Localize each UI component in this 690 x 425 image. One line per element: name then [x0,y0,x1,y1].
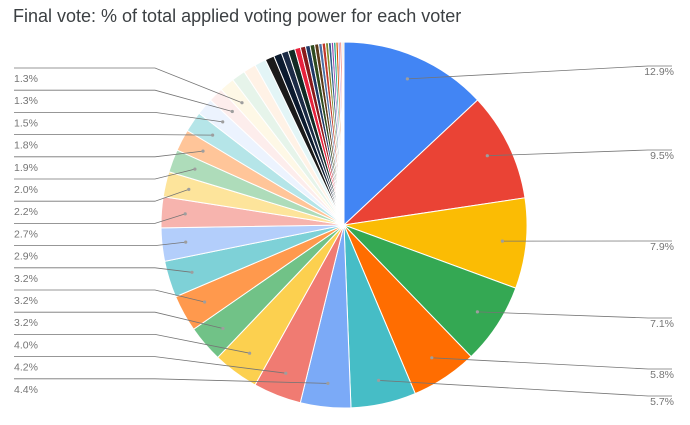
leader-dot-15 [193,167,197,171]
slice-label-6: 4.4% [14,384,38,396]
slice-labels: 12.9% 9.5% 7.9% 7.1% 5.8% 5.7% 1.3% 1.3% 1.5% 1.8… [14,65,674,408]
slice-label-2: 7.9% [650,241,674,253]
leader-line-6 [14,378,328,384]
leader-line-3 [477,311,672,319]
leader-dot-7 [284,371,288,375]
leader-dot-12 [184,240,188,244]
leader-line-5 [378,380,672,397]
slice-label-16: 1.9% [14,162,38,174]
chart-title: Final vote: % of total applied voting po… [13,6,462,26]
slice-label-0: 12.9% [644,66,674,78]
leader-dot-1 [485,154,489,158]
leader-dot-20 [240,101,244,105]
slice-label-11: 3.2% [14,273,38,285]
leader-dot-8 [248,351,252,355]
leader-line-9 [14,311,224,329]
pie-slice-2 [343,197,528,289]
leader-dot-17 [211,133,215,137]
slice-label-5: 5.7% [650,396,674,408]
leader-dot-14 [187,187,191,191]
leader-line-0 [407,65,672,80]
slice-label-18: 1.5% [14,117,38,129]
leader-line-19 [14,89,233,112]
leader-line-4 [431,357,672,370]
leader-dot-2 [500,239,504,243]
leader-line-15 [14,168,195,180]
slice-label-3: 7.1% [650,318,674,330]
leader-line-10 [14,289,205,303]
slice-label-14: 2.2% [14,206,38,218]
leader-dot-16 [201,149,205,153]
slice-label-7: 4.2% [14,362,38,374]
leader-dot-0 [405,77,409,81]
pie-slice-0 [343,41,479,227]
slice-label-10: 3.2% [14,295,38,307]
leader-dot-9 [221,326,225,331]
slice-label-19: 1.3% [14,95,38,107]
leader-line-12 [14,241,186,247]
pie-slice-43 [342,41,345,226]
leader-line-16 [14,150,204,158]
slice-label-9: 3.2% [14,317,38,329]
slice-label-1: 9.5% [650,150,674,162]
leader-dot-4 [430,356,434,360]
leader-line-14 [14,189,189,202]
pie-slice-1 [342,99,526,226]
slice-label-17: 1.8% [14,140,38,152]
leader-dot-3 [475,310,479,314]
leader-line-13 [14,213,186,224]
slice-label-13: 2.7% [14,228,38,240]
leader-dot-6 [326,381,330,385]
slice-label-8: 4.0% [14,339,38,351]
leader-line-7 [14,356,286,374]
leader-dot-19 [230,109,234,114]
slice-label-4: 5.8% [650,369,674,381]
leader-line-18 [14,112,223,123]
leader-line-11 [14,267,193,273]
leader-dot-10 [203,300,207,304]
slice-label-15: 2.0% [14,184,38,196]
leader-line-20 [14,67,243,104]
leader-line-17 [14,134,213,136]
pie-slices [160,41,528,409]
leader-line-1 [487,149,672,157]
leader-dot-13 [183,212,187,216]
leader-line-8 [14,333,250,354]
slice-label-12: 2.9% [14,251,38,263]
slice-label-20: 1.3% [14,73,38,85]
leader-dot-11 [190,270,194,274]
leader-dot-5 [377,378,381,382]
leader-dot-18 [221,120,225,124]
